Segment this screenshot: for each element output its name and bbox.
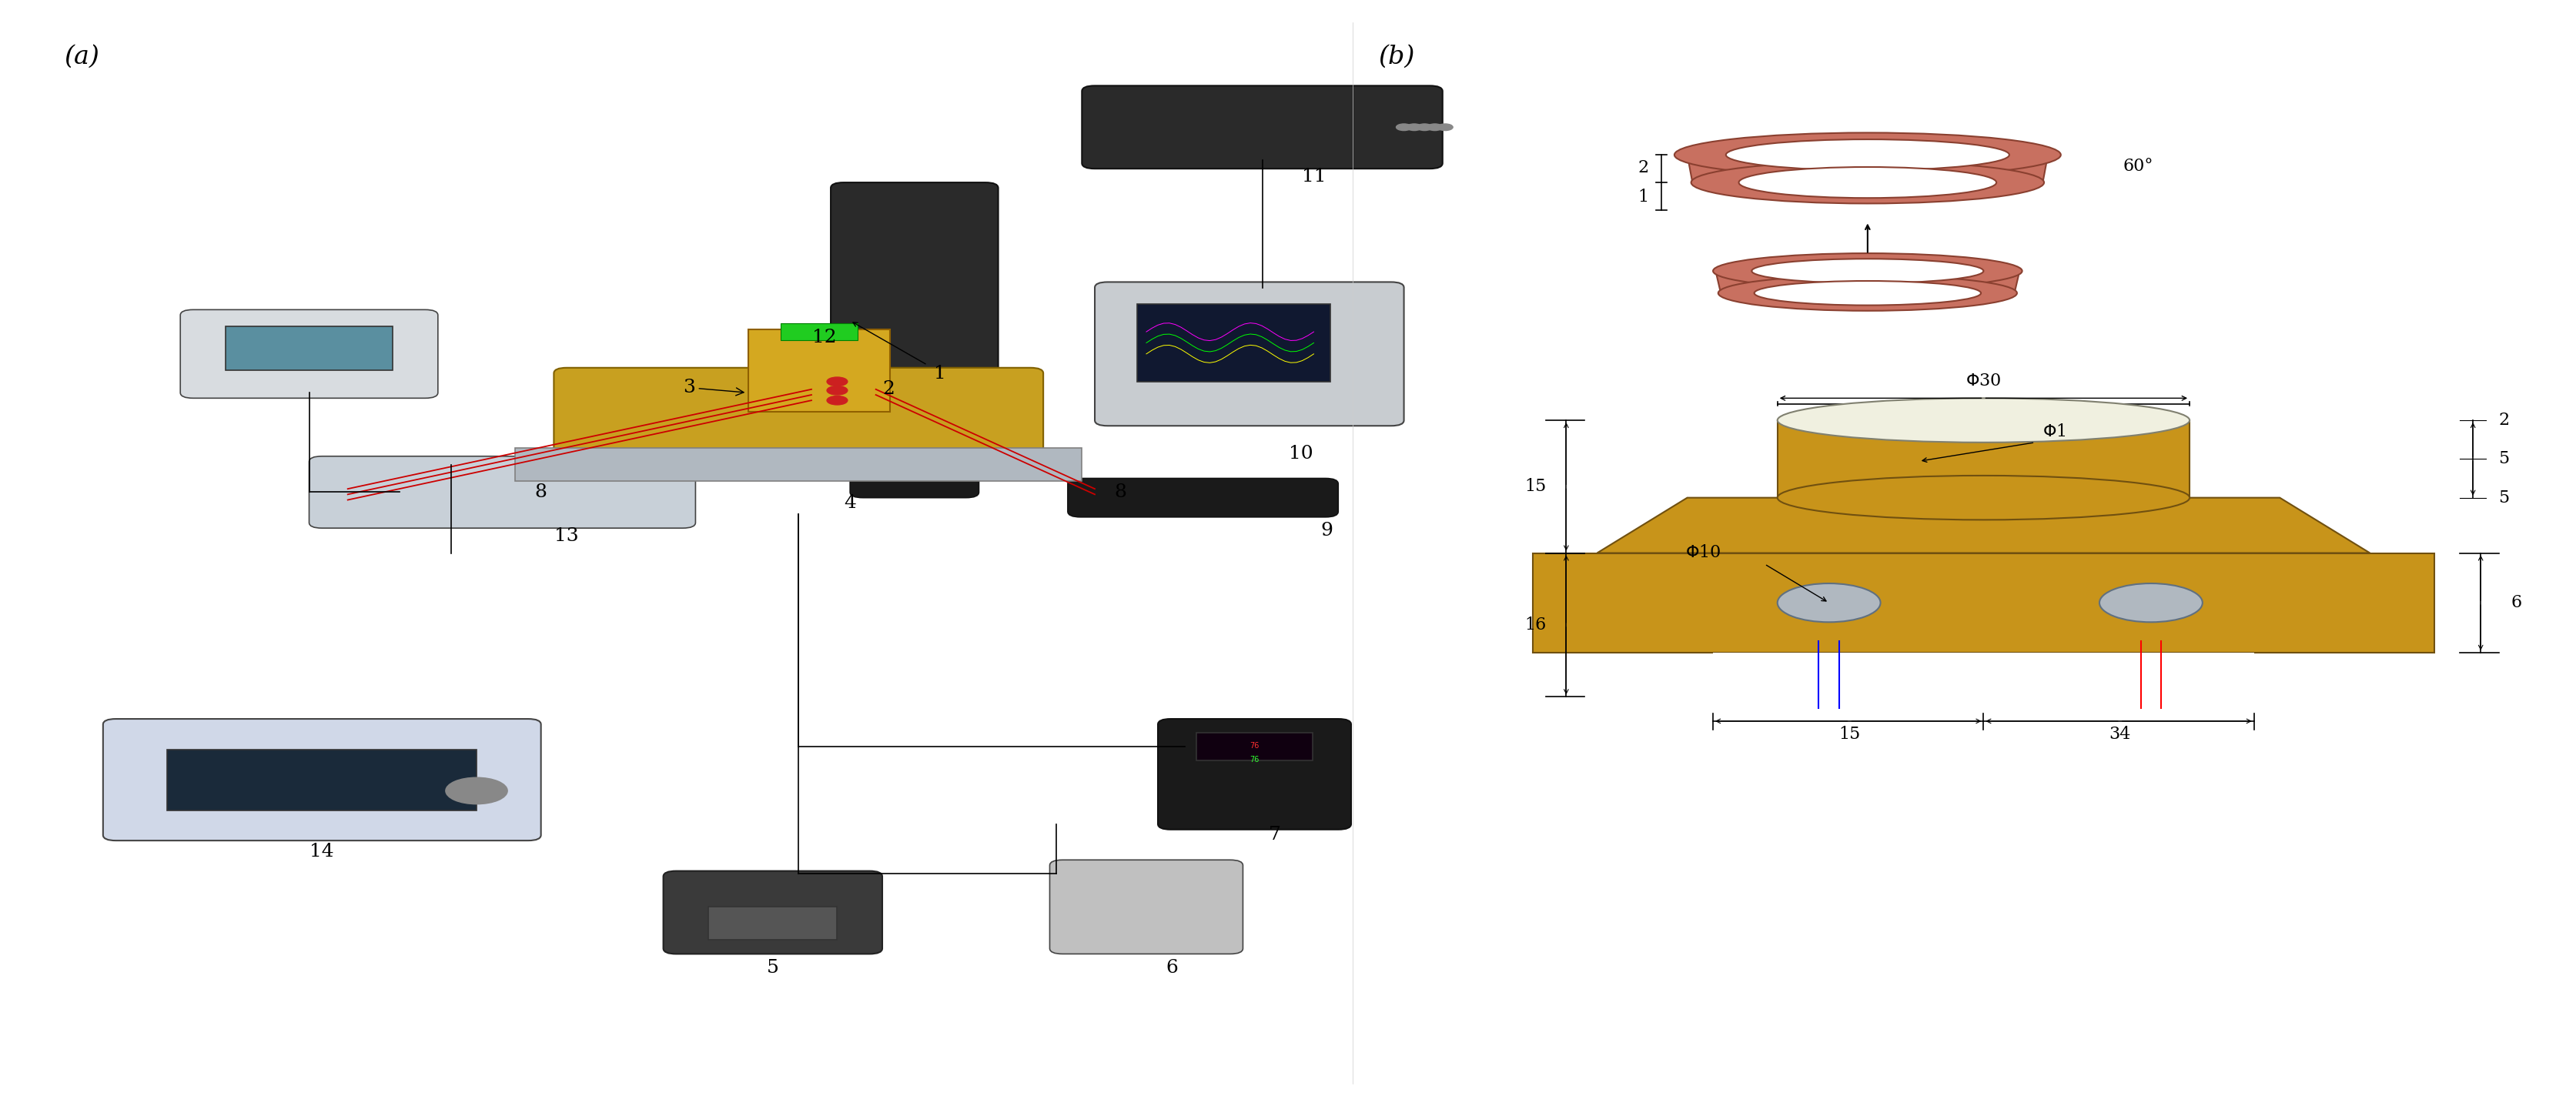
- Ellipse shape: [1713, 253, 2022, 289]
- Circle shape: [1417, 124, 1432, 131]
- Polygon shape: [1713, 653, 2254, 697]
- Ellipse shape: [1718, 275, 2017, 311]
- Text: $\Phi$10: $\Phi$10: [1685, 544, 1721, 561]
- FancyBboxPatch shape: [1082, 86, 1443, 168]
- Text: 76: 76: [1249, 742, 1260, 749]
- FancyBboxPatch shape: [1048, 860, 1242, 953]
- FancyBboxPatch shape: [1157, 719, 1350, 830]
- FancyBboxPatch shape: [309, 456, 696, 528]
- Text: 1: 1: [935, 365, 945, 383]
- Ellipse shape: [1752, 259, 1984, 283]
- Bar: [515, 448, 1082, 481]
- FancyBboxPatch shape: [103, 719, 541, 841]
- Bar: [224, 326, 392, 371]
- Text: 5: 5: [768, 959, 778, 977]
- Text: 7: 7: [1270, 826, 1280, 844]
- Text: 15: 15: [1525, 478, 1546, 495]
- Text: 1: 1: [1638, 188, 1649, 206]
- Text: 5: 5: [2499, 489, 2509, 507]
- Ellipse shape: [1777, 398, 2190, 442]
- Text: 8: 8: [1115, 483, 1126, 501]
- Text: 12: 12: [811, 328, 837, 346]
- Polygon shape: [1597, 498, 2370, 553]
- Text: 5: 5: [2499, 450, 2509, 468]
- Circle shape: [1406, 124, 1422, 131]
- Circle shape: [1427, 124, 1443, 131]
- Ellipse shape: [1777, 476, 2190, 520]
- Text: 6: 6: [2512, 594, 2522, 612]
- Circle shape: [1396, 124, 1412, 131]
- Text: 9: 9: [1321, 522, 1332, 540]
- FancyBboxPatch shape: [180, 310, 438, 398]
- Polygon shape: [1687, 155, 2048, 182]
- Bar: [747, 328, 889, 411]
- Text: 60°: 60°: [2123, 157, 2154, 175]
- Text: 8: 8: [536, 483, 546, 501]
- Ellipse shape: [1726, 139, 2009, 170]
- Bar: [1195, 732, 1311, 761]
- Text: $\Phi$30: $\Phi$30: [1965, 373, 2002, 389]
- Ellipse shape: [1739, 167, 1996, 198]
- Bar: [1136, 304, 1329, 382]
- Ellipse shape: [1690, 161, 2043, 204]
- FancyBboxPatch shape: [1069, 478, 1340, 517]
- FancyBboxPatch shape: [850, 387, 979, 498]
- FancyBboxPatch shape: [829, 182, 997, 415]
- Bar: [167, 750, 477, 810]
- Bar: [781, 323, 858, 340]
- Text: 6: 6: [1167, 959, 1177, 977]
- Text: 4: 4: [845, 494, 855, 512]
- Ellipse shape: [1754, 281, 1981, 305]
- FancyBboxPatch shape: [554, 367, 1043, 473]
- Text: 76: 76: [1249, 757, 1260, 763]
- Text: 3: 3: [683, 378, 744, 396]
- Text: 16: 16: [1525, 616, 1546, 634]
- Text: 2: 2: [884, 380, 894, 398]
- Text: 34: 34: [2110, 726, 2130, 743]
- Text: 14: 14: [309, 843, 335, 860]
- Ellipse shape: [2099, 583, 2202, 622]
- Ellipse shape: [1674, 133, 2061, 177]
- Text: 2: 2: [2499, 411, 2509, 429]
- Circle shape: [827, 386, 848, 395]
- FancyBboxPatch shape: [1095, 282, 1404, 426]
- Circle shape: [446, 778, 507, 804]
- Text: 13: 13: [554, 528, 580, 545]
- Text: 2: 2: [1638, 159, 1649, 177]
- FancyBboxPatch shape: [665, 872, 881, 953]
- Circle shape: [827, 377, 848, 386]
- Text: (b): (b): [1378, 44, 1414, 69]
- Bar: [708, 907, 837, 940]
- Polygon shape: [1777, 420, 2190, 498]
- Polygon shape: [1716, 271, 2020, 293]
- Text: (a): (a): [64, 44, 100, 69]
- Text: 11: 11: [1301, 168, 1327, 186]
- Polygon shape: [1533, 553, 2434, 653]
- Text: $\Phi$1: $\Phi$1: [2043, 424, 2066, 440]
- Text: 15: 15: [1839, 726, 1860, 743]
- Circle shape: [827, 396, 848, 405]
- Text: 10: 10: [1288, 445, 1314, 462]
- Ellipse shape: [1777, 583, 1880, 622]
- Circle shape: [1437, 124, 1453, 131]
